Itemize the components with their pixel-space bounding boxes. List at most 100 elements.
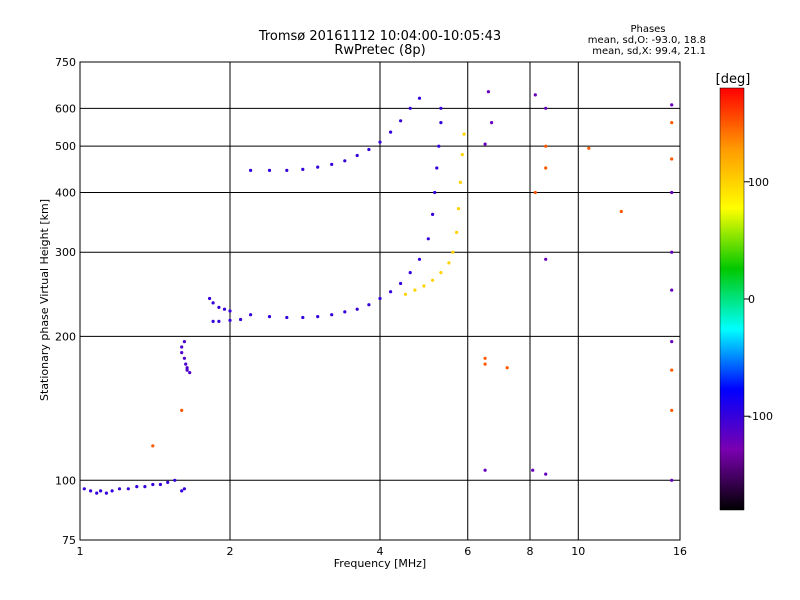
- data-point: [367, 303, 371, 307]
- data-point: [399, 119, 403, 123]
- data-point: [184, 362, 188, 366]
- data-point: [531, 468, 535, 472]
- data-point: [403, 292, 408, 296]
- data-point: [117, 487, 122, 491]
- data-point: [670, 340, 674, 344]
- data-point: [455, 230, 459, 234]
- data-point: [544, 144, 548, 148]
- data-point: [462, 132, 466, 136]
- x-tick-label: 1: [77, 545, 84, 558]
- y-tick-label: 100: [55, 474, 76, 487]
- data-point: [330, 313, 334, 317]
- data-point: [211, 301, 215, 305]
- data-point: [182, 340, 186, 344]
- data-point: [301, 315, 305, 320]
- x-tick-label: 10: [571, 545, 585, 558]
- data-point: [367, 147, 371, 152]
- y-axis-ticks: 75 100 200 300 400 500 600 750: [55, 56, 76, 547]
- data-point: [619, 209, 623, 214]
- data-point: [670, 250, 674, 254]
- data-point: [408, 106, 412, 110]
- data-point: [182, 487, 186, 491]
- data-point: [182, 356, 186, 360]
- phases-x-stats: mean, sd,X: 99.4, 21.1: [592, 46, 706, 57]
- data-point: [544, 106, 548, 110]
- data-point: [533, 190, 537, 195]
- data-point: [355, 153, 359, 158]
- data-point: [413, 288, 417, 292]
- colorbar-ticks: 100 0 -100: [744, 176, 773, 423]
- data-point: [143, 485, 147, 489]
- colorbar-label: [deg]: [716, 72, 751, 87]
- phases-heading: Phases: [630, 24, 665, 35]
- data-point: [228, 318, 232, 322]
- data-point: [330, 162, 334, 166]
- data-point: [458, 180, 462, 184]
- data-point: [408, 271, 412, 275]
- data-point: [239, 317, 243, 322]
- data-point: [228, 309, 232, 313]
- data-point: [267, 168, 272, 172]
- y-tick-label: 600: [55, 102, 76, 115]
- data-point: [670, 478, 674, 482]
- data-point: [447, 261, 451, 265]
- colorbar-tick-label: 0: [748, 293, 755, 306]
- data-point: [267, 315, 272, 319]
- data-point: [505, 366, 509, 370]
- data-point: [426, 237, 430, 241]
- data-point: [151, 444, 155, 448]
- data-point: [670, 190, 674, 195]
- x-tick-label: 6: [464, 545, 471, 558]
- data-point: [151, 482, 155, 487]
- data-point: [104, 491, 108, 495]
- data-point: [249, 168, 253, 172]
- data-point: [126, 487, 130, 491]
- data-point: [301, 167, 305, 171]
- data-point: [180, 351, 184, 355]
- data-point: [670, 368, 674, 372]
- data-point: [670, 408, 674, 412]
- data-point: [483, 362, 487, 366]
- data-point: [483, 356, 487, 360]
- data-point: [95, 491, 99, 495]
- data-point: [544, 257, 548, 261]
- x-tick-label: 16: [673, 545, 687, 558]
- colorbar: [719, 87, 745, 511]
- data-point: [451, 250, 455, 254]
- data-point: [431, 212, 435, 216]
- data-point: [433, 190, 437, 195]
- data-point: [166, 480, 170, 484]
- data-point: [670, 288, 674, 292]
- y-axis-label: Stationary phase Virtual Height [km]: [38, 199, 51, 401]
- data-point: [456, 207, 461, 211]
- data-point: [99, 489, 103, 493]
- data-point: [431, 278, 435, 282]
- colorbar-tick-label: 100: [748, 176, 769, 189]
- data-point: [533, 93, 537, 97]
- data-point: [437, 144, 441, 148]
- data-point: [343, 310, 347, 314]
- data-point: [439, 121, 443, 125]
- data-point: [180, 345, 184, 349]
- data-point: [211, 319, 215, 323]
- data-point: [316, 165, 320, 169]
- data-point: [439, 106, 443, 110]
- y-tick-label: 500: [55, 140, 76, 153]
- data-point: [343, 159, 347, 163]
- data-point: [89, 489, 93, 493]
- x-axis-label: Frequency [MHz]: [334, 557, 426, 570]
- data-point: [378, 296, 382, 301]
- data-point: [483, 142, 487, 146]
- data-point: [185, 366, 189, 370]
- data-point: [417, 96, 422, 100]
- x-tick-label: 8: [527, 545, 534, 558]
- data-point: [82, 487, 86, 491]
- data-point: [217, 305, 221, 309]
- data-point: [180, 489, 184, 493]
- data-point: [173, 478, 177, 482]
- chart-subtitle: RwPretec (8p): [334, 43, 425, 58]
- data-point: [422, 284, 426, 288]
- data-point: [355, 307, 359, 311]
- y-tick-label: 75: [62, 534, 76, 547]
